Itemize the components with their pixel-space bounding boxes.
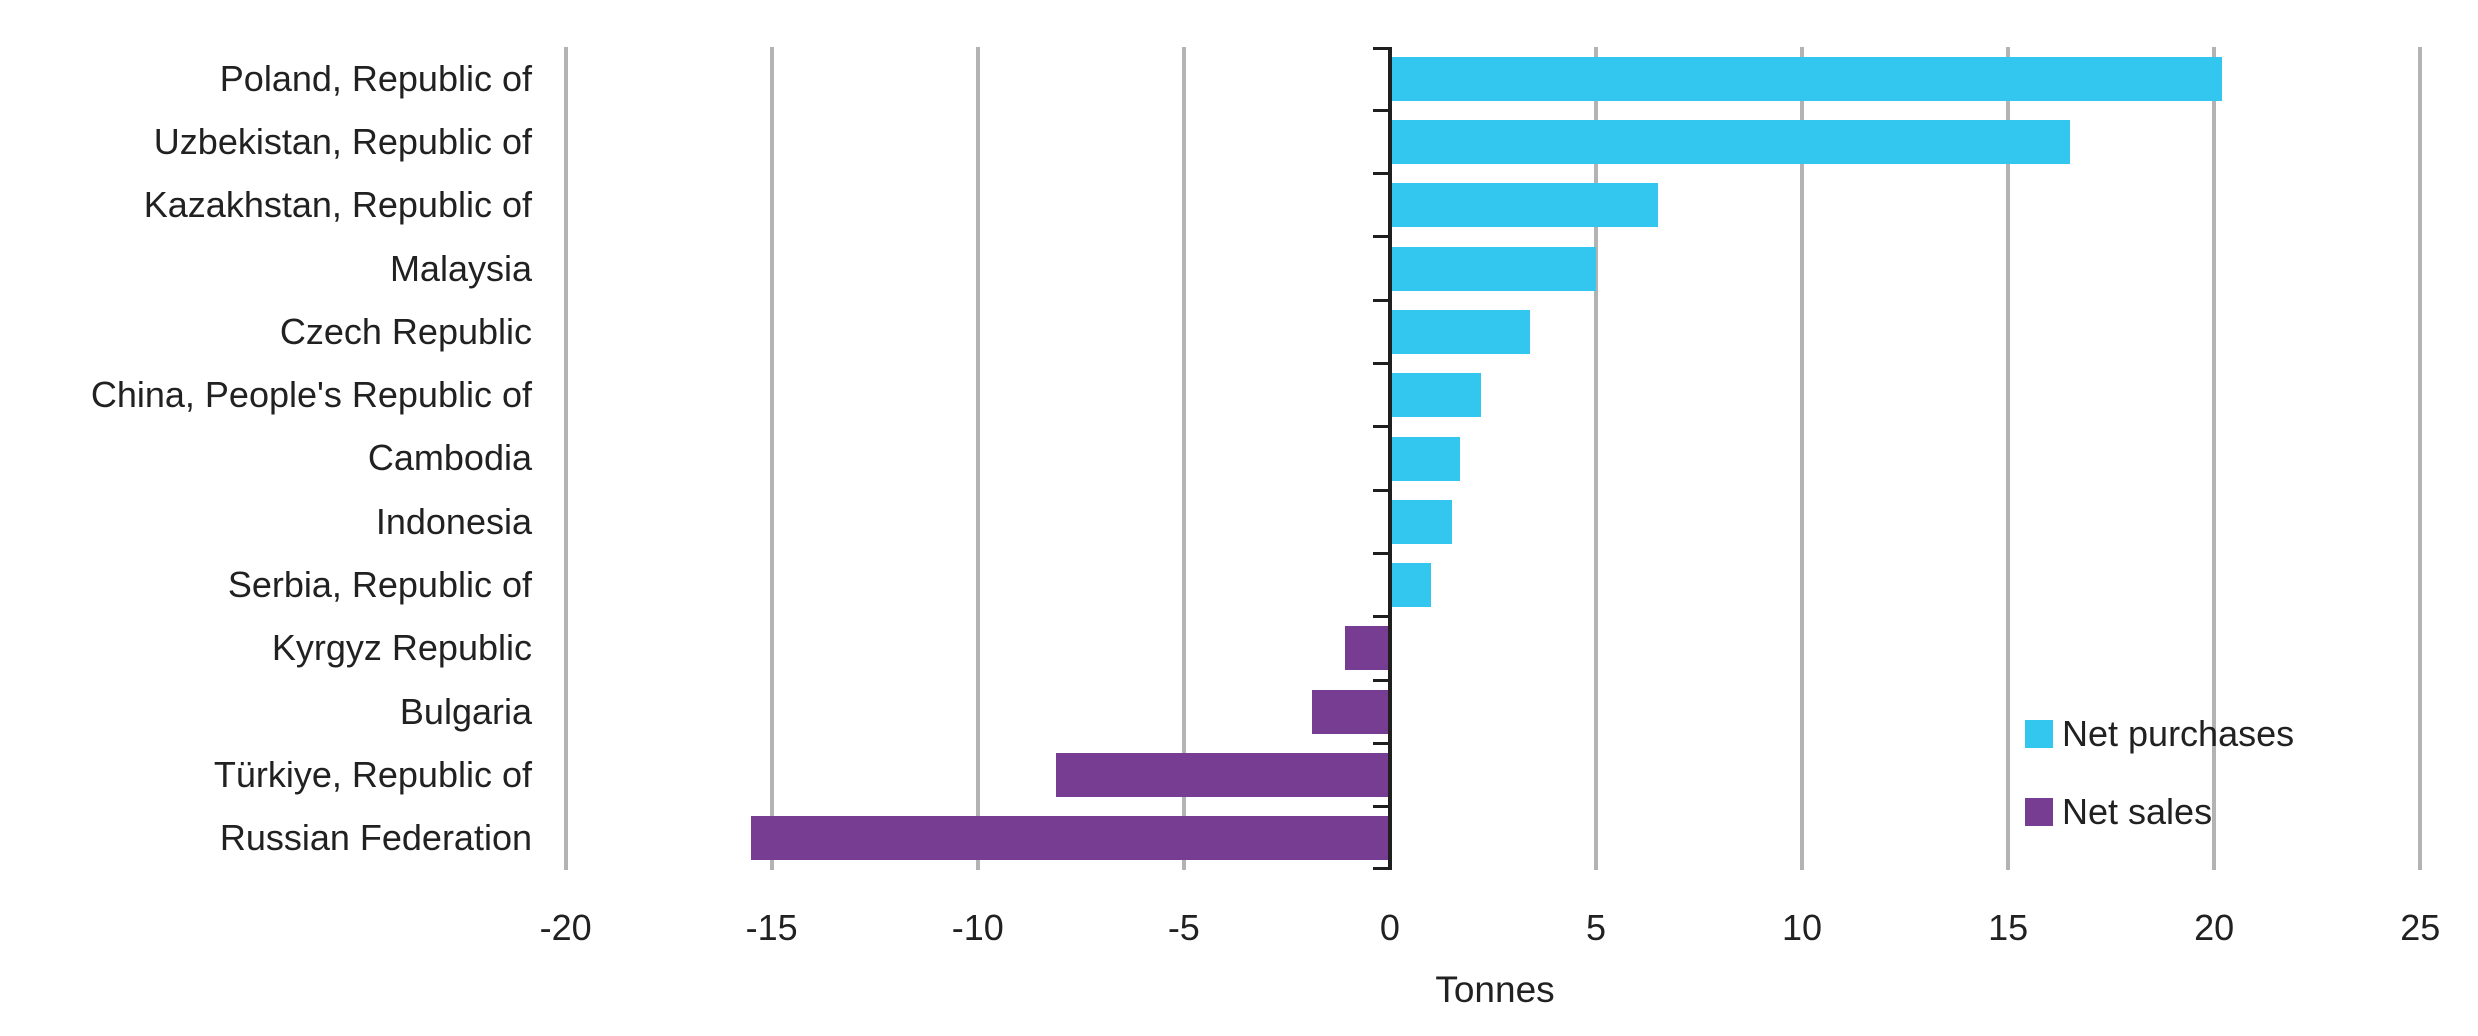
bar-poland-republic-of	[1389, 56, 2223, 101]
net-purchases-swatch-icon	[2025, 720, 2053, 748]
x-tick-label: 20	[2194, 907, 2235, 948]
x-tick-label: 5	[1585, 907, 1606, 948]
x-tick-label: 0	[1379, 907, 1400, 948]
x-tick-label: 10	[1782, 907, 1823, 948]
x-tick-label: -20	[539, 907, 592, 948]
axis-tick-mark	[1372, 867, 1388, 870]
bar-indonesia	[1389, 499, 1452, 544]
legend: Net purchases Net sales	[2025, 713, 2294, 833]
axis-tick-mark	[1372, 235, 1388, 239]
bar-bulgaria	[1311, 689, 1390, 734]
x-tick-label: 25	[2400, 907, 2441, 948]
bar-czech-republic	[1389, 309, 1531, 354]
category-label: Poland, Republic of	[219, 57, 532, 99]
zero-axis-line	[1387, 47, 1392, 870]
bar-kyrgyz-republic	[1344, 626, 1390, 671]
category-label: Türkiye, Republic of	[213, 754, 532, 796]
net-sales-swatch-icon	[2025, 798, 2053, 826]
axis-tick-mark	[1372, 488, 1388, 492]
category-label: Indonesia	[375, 500, 532, 542]
axis-tick-mark	[1372, 172, 1388, 176]
category-label: Russian Federation	[219, 817, 532, 859]
axis-tick-mark	[1372, 551, 1388, 555]
bar-t-rkiye-republic-of	[1056, 753, 1390, 798]
axis-tick-mark	[1372, 741, 1388, 745]
category-label: Czech Republic	[279, 310, 532, 352]
axis-tick-mark	[1372, 425, 1388, 429]
bar-serbia-republic-of	[1389, 563, 1432, 608]
gridline	[1800, 47, 1805, 870]
plot-area: -20 -15 -10 -5 0 5 10 15 20 25 Tonnes Net purchas…	[540, 47, 2445, 1010]
bar-malaysia	[1389, 246, 1596, 291]
gridline	[1181, 47, 1186, 870]
gridline	[1593, 47, 1598, 870]
axis-tick-mark	[1372, 362, 1388, 366]
axis-tick-mark	[1372, 615, 1388, 619]
x-axis-title: Tonnes	[1435, 969, 1555, 1010]
x-tick-label: -10	[951, 907, 1004, 948]
x-tick-label: 15	[1988, 907, 2029, 948]
axis-tick-mark	[1372, 678, 1388, 682]
x-tick-label: -15	[745, 907, 798, 948]
gridline	[2006, 47, 2011, 870]
category-label: China, People's Republic of	[90, 374, 532, 416]
legend-item-net-purchases: Net purchases	[2025, 713, 2294, 755]
category-label: Malaysia	[389, 247, 532, 289]
category-label: Kyrgyz Republic	[271, 627, 532, 669]
gridline	[975, 47, 980, 870]
gridline	[769, 47, 774, 870]
bar-russian-federation	[751, 816, 1390, 861]
bar-kazakhstan-republic-of	[1389, 183, 1658, 228]
gridline	[2418, 47, 2423, 870]
legend-label-net-sales: Net sales	[2062, 791, 2213, 832]
legend-item-net-sales: Net sales	[2025, 791, 2294, 833]
axis-tick-mark	[1372, 805, 1388, 809]
bar-cambodia	[1389, 436, 1460, 481]
category-label: Cambodia	[367, 437, 532, 479]
gridline	[563, 47, 568, 870]
category-axis-labels: Poland, Republic of Uzbekistan, Republic …	[0, 47, 532, 870]
category-label: Uzbekistan, Republic of	[153, 120, 532, 162]
axis-tick-mark	[1372, 108, 1388, 112]
category-label: Kazakhstan, Republic of	[143, 184, 532, 226]
gridline	[2212, 47, 2217, 870]
legend-label-net-purchases: Net purchases	[2062, 713, 2295, 754]
x-tick-label: -5	[1167, 907, 1200, 948]
category-label: Bulgaria	[399, 690, 532, 732]
axis-tick-mark	[1372, 47, 1388, 50]
bar-china-people-s-republic-of	[1389, 373, 1481, 418]
category-label: Serbia, Republic of	[227, 564, 532, 606]
axis-tick-mark	[1372, 298, 1388, 302]
bar-uzbekistan-republic-of	[1389, 119, 2070, 164]
